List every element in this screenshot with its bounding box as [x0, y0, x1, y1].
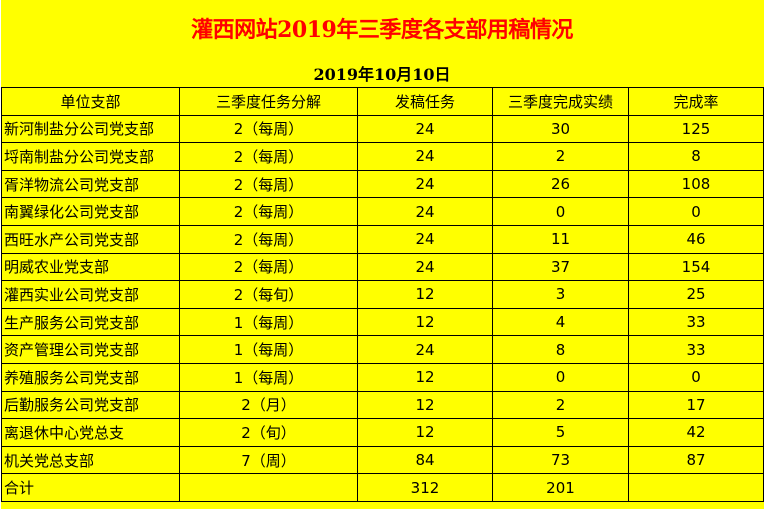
table-cell: 埒南制盐分公司党支部	[1, 142, 180, 171]
table-cell: 24	[357, 224, 493, 254]
table-cell: 26	[492, 169, 629, 199]
table-row: 养殖服务公司党支部 1（每周） 12 0 0	[1, 362, 764, 392]
table-cell: 12	[357, 390, 493, 420]
left-edge	[0, 0, 1, 509]
table-cell: 46	[628, 224, 764, 254]
table-cell: 3	[492, 280, 629, 309]
table-cell: 机关党总支部	[1, 445, 180, 475]
table-cell: 154	[628, 252, 764, 282]
table-cell: 西旺水产公司党支部	[1, 224, 180, 254]
table-cell: 2	[492, 390, 629, 420]
table-cell: 24	[357, 142, 493, 171]
table-cell: 125	[628, 114, 764, 144]
table-cell: 33	[628, 307, 764, 337]
table-cell: 24	[357, 252, 493, 282]
table-row: 胥洋物流公司党支部 2（每周） 24 26 108	[1, 169, 764, 199]
table-row: 埒南制盐分公司党支部 2（每周） 24 2 8	[1, 142, 764, 171]
table-cell: 2（每周）	[179, 142, 358, 171]
table-row: 明威农业党支部 2（每周） 24 37 154	[1, 252, 764, 282]
table-cell: 30	[492, 114, 629, 144]
total-row: 合计 312 201	[1, 473, 764, 502]
table-cell: 2（每周）	[179, 197, 358, 226]
table-cell: 5	[492, 418, 629, 447]
table-cell: 42	[628, 418, 764, 447]
table-cell: 2（月）	[179, 390, 358, 420]
table-cell: 24	[357, 335, 493, 364]
table-cell	[628, 473, 764, 502]
table-cell: 0	[628, 197, 764, 226]
table-cell: 24	[357, 169, 493, 199]
table-cell: 2（每周）	[179, 252, 358, 282]
table-cell: 11	[492, 224, 629, 254]
table-cell: 0	[628, 362, 764, 392]
table-cell: 2（每周）	[179, 224, 358, 254]
table-cell: 25	[628, 280, 764, 309]
table-cell: 后勤服务公司党支部	[1, 390, 180, 420]
column-header: 完成率	[628, 87, 764, 116]
table-cell: 87	[628, 445, 764, 475]
table-cell: 8	[628, 142, 764, 171]
table-cell: 灌西实业公司党支部	[1, 280, 180, 309]
table-cell: 1（每周）	[179, 307, 358, 337]
table-cell: 2（每周）	[179, 169, 358, 199]
table-cell: 2	[492, 142, 629, 171]
table-cell: 2（每旬）	[179, 280, 358, 309]
table-cell: 离退休中心党总支	[1, 418, 180, 447]
report-date: 2019年10月10日	[313, 65, 451, 84]
column-header: 单位支部	[1, 87, 180, 116]
table-cell: 7（周）	[179, 445, 358, 475]
table-row: 新河制盐分公司党支部 2（每周） 24 30 125	[1, 114, 764, 144]
table-cell: 33	[628, 335, 764, 364]
table-cell: 24	[357, 197, 493, 226]
table-cell: 1（每周）	[179, 362, 358, 392]
table-cell: 生产服务公司党支部	[1, 307, 180, 337]
table-row: 离退休中心党总支 2（旬） 12 5 42	[1, 418, 764, 447]
header-row: 单位支部 三季度任务分解 发稿任务 三季度完成实绩 完成率	[1, 87, 764, 116]
table-cell: 合计	[1, 473, 180, 502]
table-cell: 17	[628, 390, 764, 420]
stats-table: 单位支部 三季度任务分解 发稿任务 三季度完成实绩 完成率 新河制盐分公司党支部 2（每周）…	[1, 87, 764, 502]
table-cell: 0	[492, 362, 629, 392]
table-row: 灌西实业公司党支部 2（每旬） 12 3 25	[1, 280, 764, 309]
table-cell: 资产管理公司党支部	[1, 335, 180, 364]
column-header: 三季度完成实绩	[492, 87, 629, 116]
table-cell: 12	[357, 307, 493, 337]
table-cell: 84	[357, 445, 493, 475]
table-cell: 4	[492, 307, 629, 337]
table-cell: 12	[357, 418, 493, 447]
table-row: 机关党总支部 7（周） 84 73 87	[1, 445, 764, 475]
table-cell: 0	[492, 197, 629, 226]
table-row: 生产服务公司党支部 1（每周） 12 4 33	[1, 307, 764, 337]
table-cell: 73	[492, 445, 629, 475]
column-header: 发稿任务	[357, 87, 493, 116]
table-row: 后勤服务公司党支部 2（月） 12 2 17	[1, 390, 764, 420]
table-cell: 24	[357, 114, 493, 144]
table-row: 西旺水产公司党支部 2（每周） 24 11 46	[1, 224, 764, 254]
table-cell: 新河制盐分公司党支部	[1, 114, 180, 144]
table-cell: 201	[492, 473, 629, 502]
table-cell: 8	[492, 335, 629, 364]
table-cell: 312	[357, 473, 493, 502]
table-cell: 南翼绿化公司党支部	[1, 197, 180, 226]
table-cell: 12	[357, 362, 493, 392]
table-row: 资产管理公司党支部 1（每周） 24 8 33	[1, 335, 764, 364]
table-cell: 108	[628, 169, 764, 199]
page-title: 灌西网站2019年三季度各支部用稿情况	[191, 17, 573, 43]
table-cell	[179, 473, 358, 502]
table-cell: 明威农业党支部	[1, 252, 180, 282]
table-cell: 1（每周）	[179, 335, 358, 364]
table-cell: 胥洋物流公司党支部	[1, 169, 180, 199]
table-cell: 12	[357, 280, 493, 309]
table-row: 南翼绿化公司党支部 2（每周） 24 0 0	[1, 197, 764, 226]
table-cell: 2（旬）	[179, 418, 358, 447]
table-cell: 2（每周）	[179, 114, 358, 144]
table-cell: 养殖服务公司党支部	[1, 362, 180, 392]
column-header: 三季度任务分解	[179, 87, 358, 116]
table-cell: 37	[492, 252, 629, 282]
